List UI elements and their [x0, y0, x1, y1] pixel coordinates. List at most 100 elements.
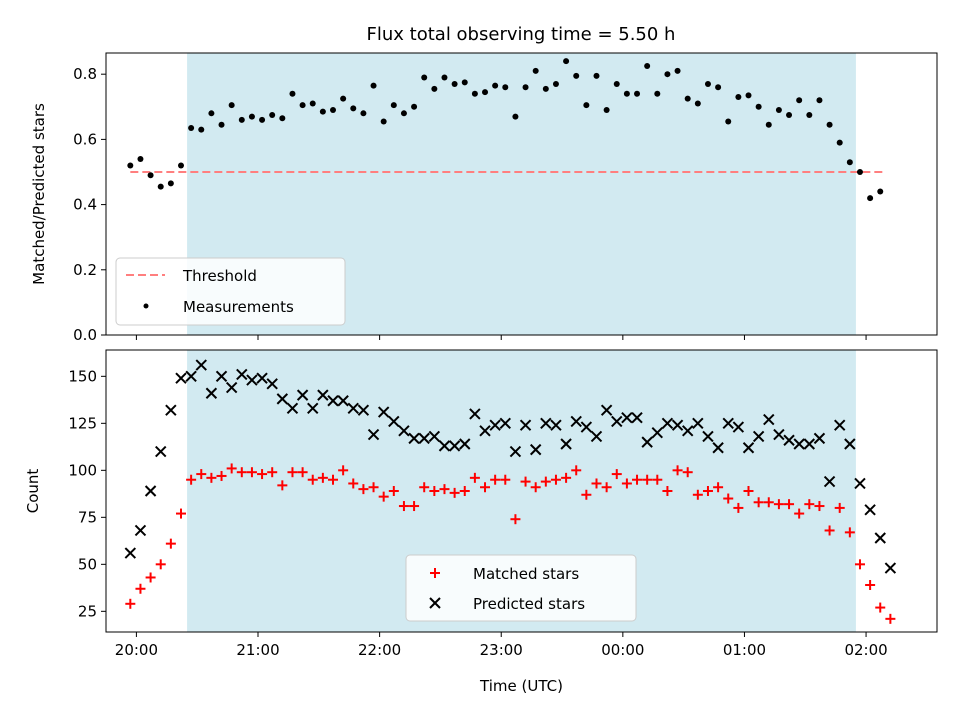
matched-star-point	[561, 472, 572, 483]
legend-predicted-swatch	[429, 597, 441, 609]
matched-star-point	[763, 497, 774, 508]
predicted-star-point	[377, 406, 390, 418]
cross-stroke	[175, 372, 187, 384]
matched-star-point	[682, 467, 693, 478]
measurement-point	[421, 74, 428, 81]
cross-stroke	[357, 404, 370, 416]
predicted-star-point	[773, 428, 785, 441]
measurement-point	[532, 67, 539, 74]
matched-star-point	[246, 467, 257, 478]
matched-star-point	[723, 493, 734, 504]
predicted-star-point	[286, 402, 299, 414]
matched-star-point	[804, 499, 815, 510]
y-tick-label: 0.8	[73, 65, 97, 83]
measurement-point	[228, 102, 235, 109]
matched-star-point	[287, 467, 298, 478]
matched-star-point	[824, 525, 835, 536]
cross-stroke	[692, 417, 704, 430]
cross-stroke	[489, 419, 501, 431]
matched-star-point	[317, 472, 328, 483]
matched-star-point	[297, 467, 308, 478]
cross-stroke	[550, 419, 562, 431]
predicted-star-point	[296, 389, 309, 401]
matched-star-point	[753, 497, 764, 508]
predicted-star-point	[864, 504, 876, 516]
matched-star-point	[844, 527, 855, 538]
top-legend: Threshold Measurements	[115, 257, 346, 326]
cross-stroke	[144, 485, 157, 497]
measurement-point	[704, 80, 711, 87]
top-y-ticks: 0.0 0.2 0.4 0.6 0.8	[73, 65, 106, 344]
matched-star-point	[216, 470, 227, 481]
cross-stroke	[722, 417, 734, 430]
predicted-star-point	[124, 547, 137, 559]
matched-star-point	[540, 476, 551, 487]
cross-stroke	[429, 597, 441, 609]
cross-stroke	[134, 524, 147, 537]
measurement-point	[542, 85, 549, 92]
cross-stroke	[347, 402, 359, 414]
matched-star-point	[348, 478, 359, 489]
predicted-star-point	[783, 434, 795, 446]
predicted-star-point	[529, 443, 542, 456]
measurement-point	[471, 90, 478, 97]
matched-star-point	[733, 502, 744, 513]
cross-stroke	[256, 372, 268, 384]
predicted-star-point	[469, 408, 481, 420]
predicted-star-point	[367, 428, 380, 441]
cross-stroke	[327, 395, 339, 407]
cross-stroke	[742, 442, 755, 454]
legend-matched-label: Matched stars	[473, 565, 579, 583]
measurement-point	[208, 110, 215, 117]
measurement-point	[451, 80, 458, 87]
cross-stroke	[155, 445, 167, 458]
predicted-star-point	[155, 445, 167, 458]
cross-stroke	[205, 387, 218, 399]
matched-star-point	[165, 538, 176, 549]
predicted-star-point	[570, 415, 582, 428]
cross-stroke	[367, 428, 380, 441]
predicted-star-point	[266, 378, 278, 390]
matched-star-point	[135, 583, 146, 594]
x-tick-label: 00:00	[601, 641, 644, 659]
cross-stroke	[418, 432, 430, 445]
predicted-star-point	[347, 402, 359, 414]
measurement-point	[786, 111, 793, 118]
top-x-ticks	[135, 335, 867, 340]
matched-star-point	[652, 474, 663, 485]
matched-star-point	[713, 482, 724, 493]
cross-stroke	[124, 547, 137, 559]
measurement-point	[482, 89, 489, 96]
y-tick-label: 125	[68, 414, 97, 432]
legend-predicted-label: Predicted stars	[473, 595, 585, 613]
measurement-point	[299, 102, 306, 109]
legend-measurements-label: Measurements	[183, 298, 294, 316]
y-tick-label: 0.2	[73, 261, 97, 279]
bottom-legend: Matched stars Predicted stars	[405, 554, 637, 622]
measurement-points	[127, 58, 884, 202]
matched-star-point	[459, 486, 470, 496]
matched-star-point	[520, 476, 531, 487]
measurement-point	[654, 90, 661, 97]
cross-stroke	[225, 381, 238, 394]
chart-title: Flux total observing time = 5.50 h	[367, 24, 676, 45]
predicted-star-point	[874, 532, 886, 544]
measurement-point	[603, 107, 610, 114]
predicted-star-point	[144, 485, 157, 497]
cross-stroke	[479, 425, 491, 437]
matched-star-point	[642, 474, 653, 485]
matched-star-point	[419, 482, 430, 493]
matched-star-point	[672, 465, 683, 476]
cross-stroke	[763, 413, 775, 426]
cross-stroke	[529, 443, 542, 456]
cross-stroke	[246, 374, 258, 386]
matched-star-point	[175, 508, 186, 519]
matched-star-point	[530, 482, 541, 493]
cross-stroke	[752, 430, 765, 443]
bottom-axes-frame	[105, 349, 938, 633]
matched-star-point	[773, 499, 784, 510]
predicted-star-point	[479, 425, 491, 437]
predicted-star-point	[540, 417, 552, 430]
predicted-star-point	[225, 381, 238, 394]
predicted-star-point	[317, 389, 329, 401]
